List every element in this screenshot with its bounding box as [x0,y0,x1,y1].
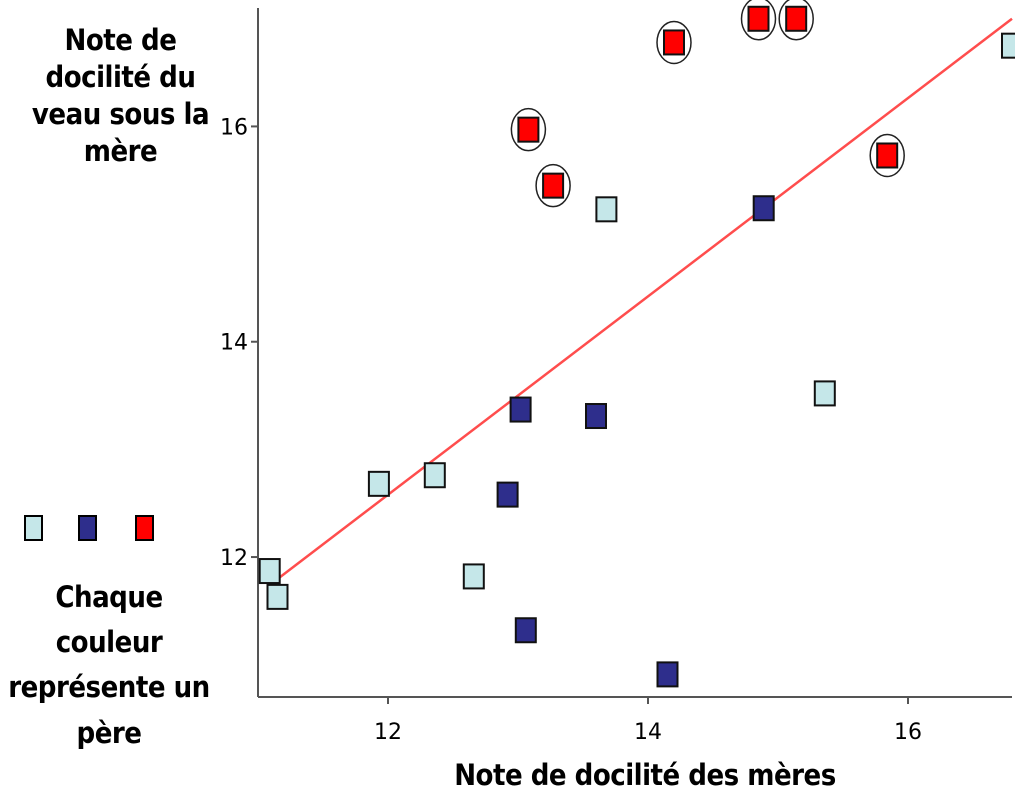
data-point [785,5,808,32]
y-tick-label: 16 [220,115,248,140]
legend-swatch-dark-blue [78,515,97,541]
data-point [752,195,775,222]
data-point [517,116,540,143]
legend-text: Chaque couleur représente un père [8,580,210,750]
data-point [876,142,899,169]
data-point [747,5,770,32]
data-point [595,196,618,223]
data-point [514,617,537,644]
y-tick-label: 14 [220,331,248,356]
x-tick-label: 14 [634,720,662,745]
legend [20,515,170,549]
data-point [258,558,281,585]
legend-swatch-light-blue [24,515,43,541]
data-point [509,396,532,423]
data-point [663,29,685,56]
x-tick-label: 16 [894,720,922,745]
x-axis-label: Note de docilité des mères [454,758,836,792]
data-point [423,462,446,489]
y-tick-label: 12 [220,546,248,571]
trend-line [270,17,1013,585]
legend-swatch-red [135,515,154,541]
data-point [496,481,519,508]
data-point [266,583,289,610]
data-point [367,470,390,497]
data-point [542,172,565,199]
data-point [462,563,485,590]
x-tick-label: 12 [374,720,402,745]
data-point [585,403,607,430]
y-axis-label: Note de docilité du veau sous la mère [31,23,210,169]
data-point [656,661,679,688]
data-point [813,380,836,407]
data-point [1001,32,1015,59]
